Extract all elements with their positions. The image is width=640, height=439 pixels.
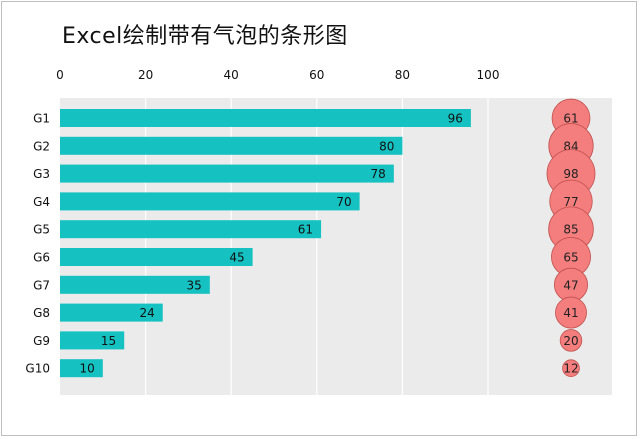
bar-value-label: 15 [101, 334, 116, 348]
y-category-label: G7 [33, 278, 50, 292]
x-tick-label: 40 [224, 68, 239, 82]
bar [60, 192, 360, 211]
bubble-value-label: 61 [563, 112, 578, 126]
y-category-label: G9 [33, 334, 50, 348]
bubble-value-label: 65 [563, 251, 578, 265]
y-category-label: G2 [33, 139, 50, 153]
y-category-label: G3 [33, 167, 50, 181]
x-tick-label: 80 [395, 68, 410, 82]
bubble-value-label: 20 [563, 334, 578, 348]
x-tick-label: 60 [309, 68, 324, 82]
y-category-label: G8 [33, 306, 50, 320]
bar [60, 303, 163, 322]
y-category-label: G4 [33, 195, 50, 209]
bubble-value-label: 98 [563, 167, 578, 181]
bar [60, 275, 210, 294]
y-category-label: G1 [33, 112, 50, 126]
bar-value-label: 24 [139, 306, 154, 320]
bar [60, 220, 322, 239]
bar-value-label: 78 [371, 167, 386, 181]
chart-title: Excel绘制带有气泡的条形图 [62, 24, 348, 49]
bubble-value-label: 77 [563, 195, 578, 209]
bubble-value-label: 47 [563, 278, 578, 292]
bubble [555, 296, 587, 329]
bubble [562, 359, 580, 377]
bar-value-label: 45 [229, 251, 244, 265]
bar-value-label: 61 [298, 223, 313, 237]
bubble-value-label: 85 [563, 223, 578, 237]
bar-value-label: 96 [448, 112, 463, 126]
x-tick-label: 100 [477, 68, 500, 82]
y-category-label: G10 [25, 362, 50, 376]
bar [60, 331, 125, 350]
y-category-label: G6 [33, 251, 50, 265]
bars: 96 80 78 70 61 45 35 24 15 10 [60, 109, 471, 378]
x-tick-label: 0 [56, 68, 64, 82]
y-axis-labels: G1 G2 G3 G4 G5 G6 G7 G8 G9 G10 [25, 112, 50, 376]
bar-value-label: 80 [379, 139, 394, 153]
bar [60, 248, 253, 266]
bar-value-label: 70 [336, 195, 351, 209]
x-axis-ticks: 0 20 40 60 80 100 [56, 68, 499, 82]
bar-value-label: 35 [187, 278, 202, 292]
y-category-label: G5 [33, 223, 50, 237]
bubble [559, 329, 583, 352]
bar [60, 136, 403, 155]
bubble-value-label: 41 [563, 306, 578, 320]
bar-value-label: 10 [80, 362, 95, 376]
bar [60, 359, 103, 378]
bar [60, 164, 394, 183]
x-tick-label: 20 [138, 68, 153, 82]
bubble-value-label: 12 [563, 362, 578, 376]
bar [60, 109, 471, 127]
